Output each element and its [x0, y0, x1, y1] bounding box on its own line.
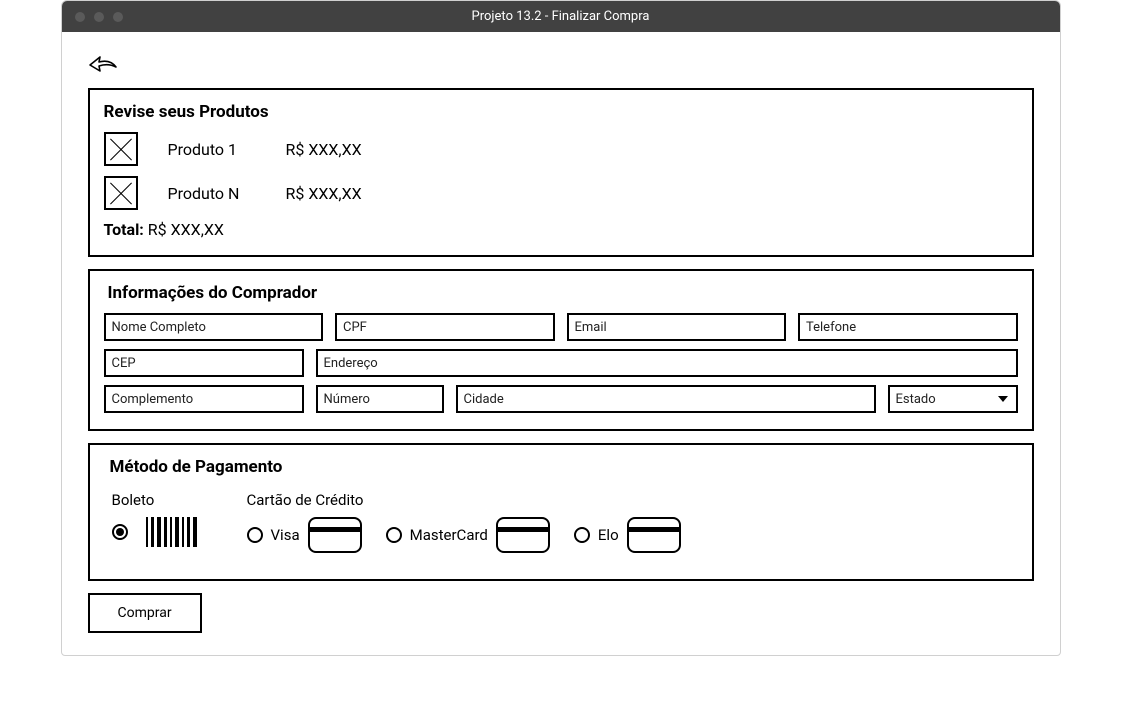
mastercard-radio[interactable] [386, 527, 402, 543]
name-field[interactable] [104, 313, 324, 341]
window-body: Revise seus Produtos Produto 1 R$ XXX,XX… [62, 32, 1060, 655]
elo-label: Elo [598, 526, 619, 544]
credit-card-icon [496, 517, 550, 553]
total-label: Total: [104, 220, 144, 239]
traffic-lights [62, 12, 123, 22]
back-arrow-icon[interactable] [88, 52, 118, 74]
product-price: R$ XXX,XX [286, 184, 362, 203]
total-row: Total: R$ XXX,XX [104, 220, 1018, 239]
close-icon[interactable] [75, 12, 85, 22]
image-placeholder-icon [104, 132, 138, 166]
mastercard-label: MasterCard [410, 526, 488, 544]
buyer-info-panel: Informações do Comprador [88, 269, 1034, 431]
maximize-icon[interactable] [113, 12, 123, 22]
cpf-field[interactable] [335, 313, 555, 341]
credit-card-label: Cartão de Crédito [247, 491, 681, 509]
number-field[interactable] [316, 385, 444, 413]
product-row: Produto 1 R$ XXX,XX [104, 132, 1018, 166]
elo-radio[interactable] [574, 527, 590, 543]
app-window: Projeto 13.2 - Finalizar Compra Revise s… [61, 0, 1061, 656]
barcode-icon [146, 517, 197, 547]
image-placeholder-icon [104, 176, 138, 210]
product-row: Produto N R$ XXX,XX [104, 176, 1018, 210]
minimize-icon[interactable] [94, 12, 104, 22]
window-title: Projeto 13.2 - Finalizar Compra [472, 9, 650, 24]
city-field[interactable] [456, 385, 876, 413]
complement-field[interactable] [104, 385, 304, 413]
visa-option: Visa [247, 517, 362, 553]
credit-card-options: Cartão de Crédito Visa MasterCard [247, 491, 681, 553]
payment-title: Método de Pagamento [110, 457, 1018, 477]
boleto-radio[interactable] [112, 524, 128, 540]
phone-field[interactable] [798, 313, 1018, 341]
buyer-info-title: Informações do Comprador [108, 283, 1018, 303]
address-field[interactable] [316, 349, 1018, 377]
products-title: Revise seus Produtos [104, 102, 1018, 122]
buy-button[interactable]: Comprar [88, 593, 202, 633]
boleto-option: Boleto [112, 491, 197, 547]
visa-label: Visa [271, 526, 300, 544]
cep-field[interactable] [104, 349, 304, 377]
product-name: Produto N [168, 184, 256, 203]
titlebar: Projeto 13.2 - Finalizar Compra [62, 1, 1060, 32]
product-name: Produto 1 [168, 140, 256, 159]
mastercard-option: MasterCard [386, 517, 550, 553]
credit-card-icon [627, 517, 681, 553]
visa-radio[interactable] [247, 527, 263, 543]
boleto-label: Boleto [112, 491, 197, 509]
products-panel: Revise seus Produtos Produto 1 R$ XXX,XX… [88, 88, 1034, 257]
state-select[interactable] [888, 385, 1018, 413]
credit-card-icon [308, 517, 362, 553]
email-field[interactable] [567, 313, 787, 341]
product-price: R$ XXX,XX [286, 140, 362, 159]
total-value: R$ XXX,XX [148, 220, 224, 239]
elo-option: Elo [574, 517, 681, 553]
payment-panel: Método de Pagamento Boleto Cartão de Cré… [88, 443, 1034, 581]
